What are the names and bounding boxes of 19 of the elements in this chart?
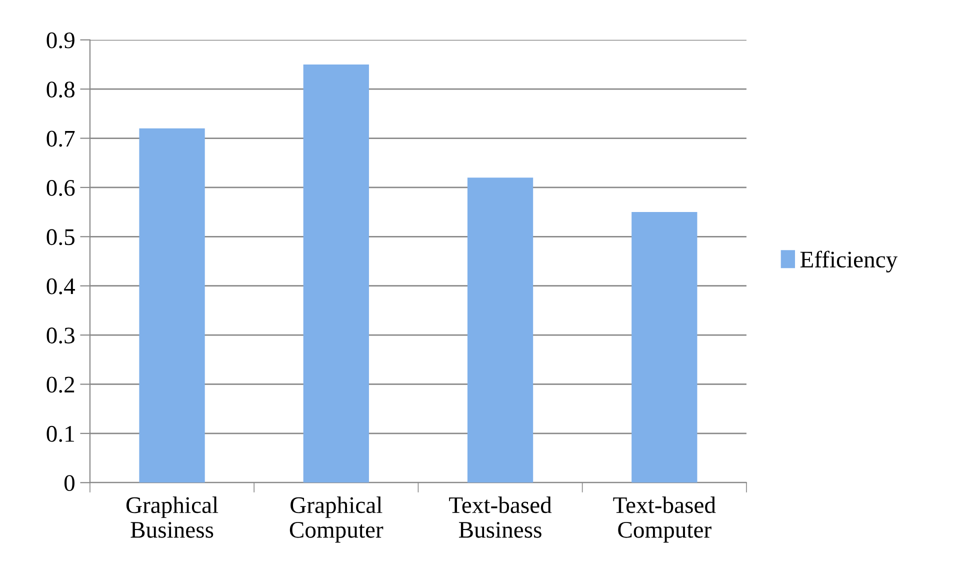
y-tick-label: 0.4 (46, 278, 76, 294)
y-tick-label: 0.9 (46, 32, 74, 48)
bar (303, 64, 369, 483)
y-tick-label: 0.7 (46, 130, 75, 147)
bar (632, 212, 698, 483)
bar (139, 128, 205, 483)
y-tick-label: 0.3 (46, 328, 74, 344)
x-tick-label: Graphical Business (126, 496, 218, 538)
x-tick-label: Text-based Business (449, 496, 552, 538)
x-tick-label: Text-based Computer (613, 496, 716, 543)
y-tick-label: 0.8 (46, 82, 74, 98)
x-tick-label: Graphical Computer (290, 496, 384, 543)
y-tick-label: 0.6 (46, 180, 75, 196)
y-tick-label: 0.5 (46, 229, 74, 246)
y-tick-label: 0.2 (46, 376, 74, 393)
y-tick-label: 0.1 (46, 426, 74, 442)
legend-label: Efficiency (800, 250, 898, 272)
bar (467, 178, 534, 483)
y-tick-label: 0 (64, 475, 74, 492)
